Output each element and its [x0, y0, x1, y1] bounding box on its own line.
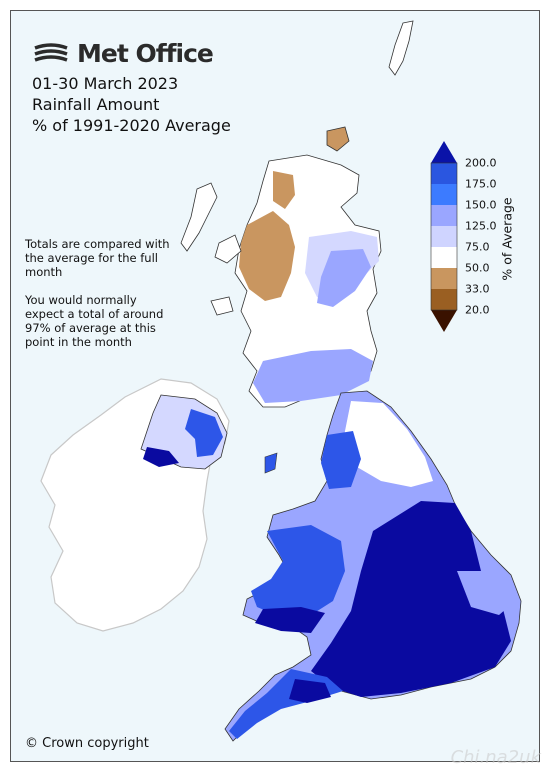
legend-tick-20: 20.0: [465, 303, 490, 317]
legend-swatch-below-20: [431, 310, 457, 332]
legend-swatch-above-200: [431, 141, 457, 163]
isle-of-man: [264, 452, 278, 474]
north-west-england-blue: [321, 431, 361, 489]
legend-tick-150: 150.0: [465, 198, 497, 212]
rainfall-map: [40, 20, 522, 742]
note-expected: You would normally expect a total of aro…: [25, 293, 164, 349]
wales-blue: [251, 525, 345, 617]
title-reference: % of 1991-2020 Average: [32, 116, 231, 135]
legend-tick-33: 33.0: [465, 282, 490, 296]
legend-tick-50: 50.0: [465, 261, 490, 275]
map-frame: Met Office 01-30 March 2023 Rainfall Amo…: [10, 10, 540, 762]
ne-scotland-mid-blue: [317, 249, 371, 307]
title-date: 01-30 March 2023: [32, 74, 179, 93]
logo-text: Met Office: [77, 39, 214, 68]
note-comparison: Totals are compared with the average for…: [25, 237, 170, 279]
legend-tick-200: 200.0: [465, 156, 497, 170]
legend-tick-75: 75.0: [465, 240, 490, 254]
northern-ireland-wet-patch: [185, 409, 223, 457]
legend-swatch-75-125: [431, 226, 457, 247]
legend-swatch-125-150: [431, 205, 457, 226]
central-scotland-blue: [253, 349, 373, 403]
legend-axis-label: % of Average: [499, 197, 515, 281]
east-anglia-mid-blue: [457, 571, 513, 615]
legend-swatch-50-75: [431, 247, 457, 268]
legend: 200.0 175.0 150.0 125.0 75.0 50.0 33.0 2…: [429, 141, 529, 341]
watermark: Chi.na2uk: [450, 747, 541, 768]
map-title: 01-30 March 2023 Rainfall Amount % of 19…: [32, 73, 231, 136]
north-coast-dry-region: [273, 171, 295, 209]
legend-swatch-150-175: [431, 184, 457, 205]
shetland: [388, 20, 414, 76]
legend-swatch-175-200: [431, 163, 457, 184]
copyright-notice: © Crown copyright: [25, 736, 149, 751]
northern-ireland-deep-patch: [143, 447, 179, 467]
orkney: [326, 126, 350, 152]
legend-tick-125: 125.0: [465, 219, 497, 233]
legend-swatch-33-50: [431, 268, 457, 289]
outer-hebrides: [180, 182, 218, 252]
legend-swatch-20-33: [431, 289, 457, 310]
devon-deep-blue: [289, 679, 331, 703]
south-east-england-deep: [311, 501, 511, 697]
northern-england-pale: [343, 401, 433, 487]
mull: [210, 296, 234, 316]
legend-colorbar: [430, 141, 458, 332]
met-office-logo: Met Office: [33, 39, 214, 68]
wales-deep-blue: [255, 607, 325, 633]
skye: [214, 234, 242, 264]
met-office-swirl-icon: [34, 42, 68, 62]
highland-dry-region: [239, 211, 295, 301]
legend-tick-175: 175.0: [465, 177, 497, 191]
title-variable: Rainfall Amount: [32, 95, 160, 114]
